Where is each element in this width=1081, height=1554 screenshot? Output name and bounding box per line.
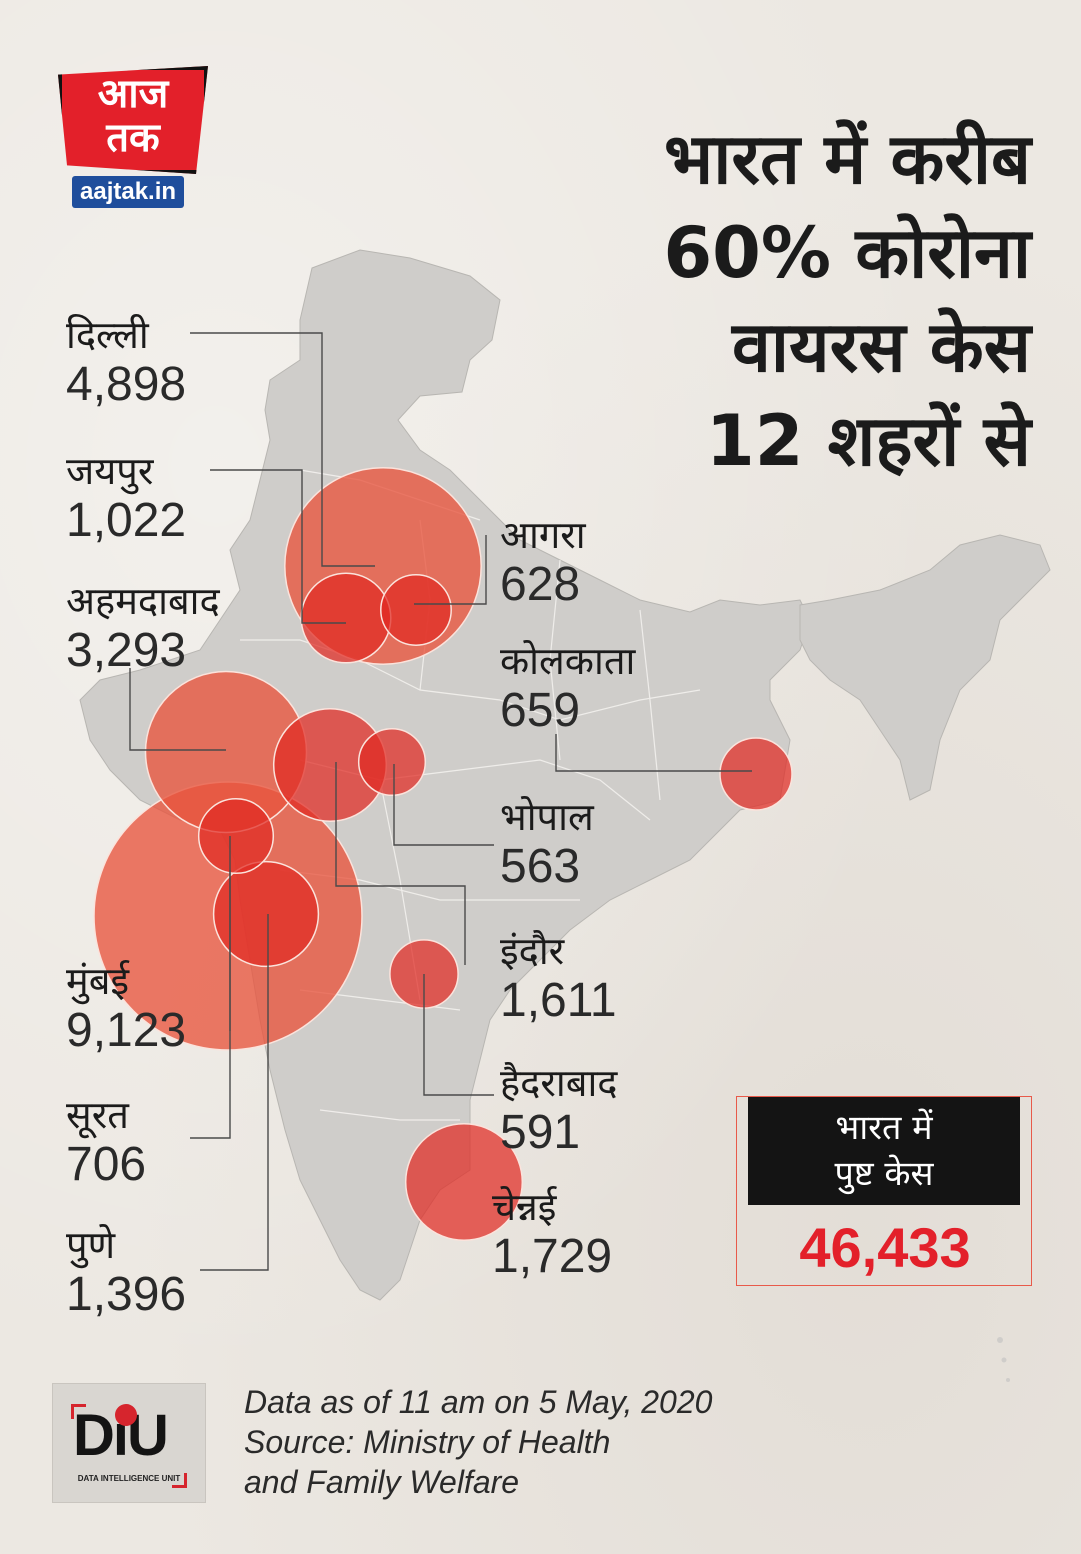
leader-line-kolkata bbox=[555, 734, 752, 772]
source-note: Data as of 11 am on 5 May, 2020 Source: … bbox=[244, 1382, 712, 1502]
city-name: पुणे bbox=[66, 1223, 116, 1267]
leader-line-surat bbox=[190, 836, 231, 1139]
leader-line-bhopal bbox=[393, 764, 494, 846]
city-label-indore: इंदौर 1,611 bbox=[500, 928, 617, 1028]
headline-line: 60% कोरोना bbox=[663, 212, 1031, 294]
headline-line: 12 शहरों से bbox=[705, 400, 1031, 482]
diu-subtitle: DATA INTELLIGENCE UNIT bbox=[77, 1474, 181, 1483]
headline-line: भारत में करीब bbox=[664, 118, 1031, 200]
city-cases: 1,396 bbox=[66, 1268, 187, 1321]
city-cases: 1,022 bbox=[66, 494, 187, 547]
confirmed-label-line-1: भारत में bbox=[835, 1108, 933, 1148]
logo-site-url[interactable]: aajtak.in bbox=[72, 176, 185, 208]
city-label-agra: आगरा 628 bbox=[500, 512, 586, 612]
city-name: जयपुर bbox=[66, 449, 154, 493]
city-cases: 591 bbox=[500, 1106, 581, 1159]
diu-logo: DiU DATA INTELLIGENCE UNIT bbox=[52, 1383, 206, 1503]
source-line: Data as of 11 am on 5 May, 2020 bbox=[244, 1384, 713, 1420]
leader-line-jaipur bbox=[210, 469, 346, 624]
leader-line-hyderabad bbox=[423, 974, 494, 1096]
leader-line-agra bbox=[414, 535, 487, 605]
northeast-outline bbox=[799, 534, 1051, 801]
city-label-delhi: दिल्ली 4,898 bbox=[66, 312, 186, 412]
logo-line-1: आज bbox=[97, 71, 169, 117]
india-outline bbox=[79, 249, 811, 1301]
bubble-chennai bbox=[404, 1122, 524, 1242]
city-name: कोलकाता bbox=[500, 639, 636, 683]
logo-wordmark: आज तक bbox=[68, 72, 198, 160]
aajtak-logo[interactable]: आज तक aajtak.in bbox=[58, 66, 208, 212]
bubble-agra bbox=[380, 574, 452, 646]
bubble-surat bbox=[197, 797, 275, 875]
city-label-hyderabad: हैदराबाद 591 bbox=[500, 1060, 617, 1160]
city-name: अहमदाबाद bbox=[66, 579, 220, 623]
bubble-jaipur bbox=[300, 572, 392, 664]
city-label-jaipur: जयपुर 1,022 bbox=[66, 448, 186, 548]
leader-line-layer bbox=[129, 332, 752, 1271]
headline: भारत में करीब 60% कोरोना वायरस केस 12 शह… bbox=[491, 112, 1031, 488]
bubble-bhopal bbox=[357, 727, 427, 797]
city-cases: 659 bbox=[500, 684, 581, 737]
city-name: आगरा bbox=[500, 513, 586, 557]
leader-line-indore bbox=[335, 762, 466, 965]
diu-corner-mark bbox=[172, 1473, 187, 1488]
city-name: दिल्ली bbox=[66, 313, 149, 357]
headline-line: वायरस केस bbox=[731, 306, 1031, 388]
city-label-pune: पुणे 1,396 bbox=[66, 1222, 186, 1322]
bubble-pune bbox=[212, 860, 320, 968]
city-name: सूरत bbox=[66, 1093, 129, 1137]
city-cases: 563 bbox=[500, 840, 581, 893]
city-cases: 628 bbox=[500, 558, 581, 611]
city-label-ahmedabad: अहमदाबाद 3,293 bbox=[66, 578, 220, 678]
diu-corner-mark bbox=[71, 1404, 86, 1419]
bubble-layer bbox=[93, 467, 793, 1242]
city-cases: 1,611 bbox=[500, 974, 617, 1027]
city-cases: 1,729 bbox=[492, 1230, 613, 1283]
city-name: हैदराबाद bbox=[500, 1061, 618, 1105]
city-name: इंदौर bbox=[500, 929, 565, 973]
bubble-kolkata bbox=[719, 737, 793, 811]
logo-red-badge bbox=[58, 66, 208, 174]
source-line: Source: Ministry of Health bbox=[244, 1424, 611, 1460]
city-label-chennai: चेन्नई 1,729 bbox=[492, 1184, 612, 1284]
confirmed-cases-box: भारत में पुष्ट केस 46,433 bbox=[736, 1096, 1032, 1286]
leader-line-delhi bbox=[190, 332, 375, 567]
city-cases: 706 bbox=[66, 1138, 147, 1191]
logo-line-2: तक bbox=[106, 115, 160, 161]
city-label-kolkata: कोलकाता 659 bbox=[500, 638, 635, 738]
city-cases: 4,898 bbox=[66, 358, 187, 411]
city-label-bhopal: भोपाल 563 bbox=[500, 794, 594, 894]
city-label-surat: सूरत 706 bbox=[66, 1092, 146, 1192]
city-label-mumbai: मुंबई 9,123 bbox=[66, 958, 186, 1058]
city-cases: 3,293 bbox=[66, 624, 187, 677]
confirmed-cases-label: भारत में पुष्ट केस bbox=[748, 1097, 1020, 1205]
city-name: भोपाल bbox=[500, 795, 594, 839]
source-line: and Family Welfare bbox=[244, 1464, 520, 1500]
city-name: चेन्नई bbox=[492, 1185, 557, 1229]
leader-line-pune bbox=[200, 914, 269, 1271]
confirmed-label-line-2: पुष्ट केस bbox=[834, 1154, 934, 1194]
leader-line-ahmedabad bbox=[129, 668, 226, 751]
confirmed-cases-value: 46,433 bbox=[799, 1216, 971, 1279]
city-cases: 9,123 bbox=[66, 1004, 187, 1057]
city-name: मुंबई bbox=[66, 959, 130, 1003]
diu-brain-icon bbox=[115, 1404, 137, 1426]
islands bbox=[997, 1337, 1010, 1382]
